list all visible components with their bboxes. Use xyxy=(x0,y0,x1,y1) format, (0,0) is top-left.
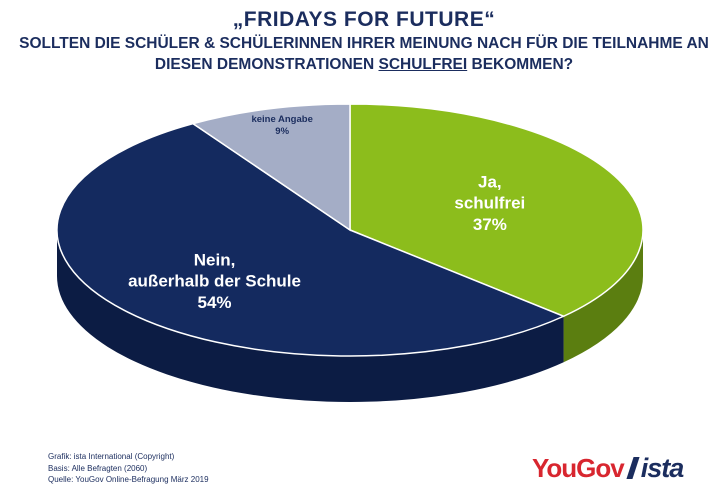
subtitle-text-after: BEKOMMEN? xyxy=(467,56,574,73)
ista-logo: ista xyxy=(640,452,685,483)
slice-value-label-2: 9% xyxy=(275,126,289,137)
slice-label-1: Nein, xyxy=(194,250,236,269)
slice-label-0: schulfrei xyxy=(454,194,525,213)
pie-slice-2 xyxy=(191,103,351,232)
slice-label-0: Ja, xyxy=(478,172,502,191)
chart-title: „FRIDAYS FOR FUTURE“ xyxy=(232,8,496,31)
chart-subtitle: SOLLTEN DIE SCHÜLER & SCHÜLERINNEN IHRER… xyxy=(0,33,728,75)
footer-basis: Basis: Alle Befragten (2060) xyxy=(48,463,148,473)
chart-footer: Grafik: ista International (Copyright) B… xyxy=(48,451,209,486)
pie-labels: Ja, schulfrei 37% Nein, außerhalb der Schule… xyxy=(128,114,525,312)
pie-side-1 xyxy=(57,230,564,403)
footer-grafik: Grafik: ista International (Copyright) xyxy=(48,452,175,461)
pie-top-slices xyxy=(56,103,644,357)
slice-label-1: außerhalb der Schule xyxy=(128,272,301,291)
pie-slice-0 xyxy=(349,103,644,318)
footer-quelle: Quelle: YouGov Online-Befragung März 201… xyxy=(48,475,209,484)
chart-title-block: „FRIDAYS FOR FUTURE“ SOLLTEN DIE SCHÜLER… xyxy=(0,8,728,75)
slice-value-label-1: 54% xyxy=(198,293,232,312)
subtitle-underlined: SCHULFREI xyxy=(378,56,468,73)
pie-side-walls xyxy=(57,230,643,403)
yougov-logo: YouGov xyxy=(532,452,625,483)
slice-value-label-0: 37% xyxy=(473,215,507,234)
pie-side-0 xyxy=(563,230,643,363)
pie-slice-1 xyxy=(56,122,566,357)
subtitle-text-before: SOLLTEN DIE SCHÜLER & SCHÜLERINNEN IHRER… xyxy=(19,35,709,73)
logo-area: YouGov ista xyxy=(532,448,685,488)
ista-logo-mark xyxy=(626,457,640,479)
slice-label-2: keine Angabe xyxy=(251,114,312,125)
